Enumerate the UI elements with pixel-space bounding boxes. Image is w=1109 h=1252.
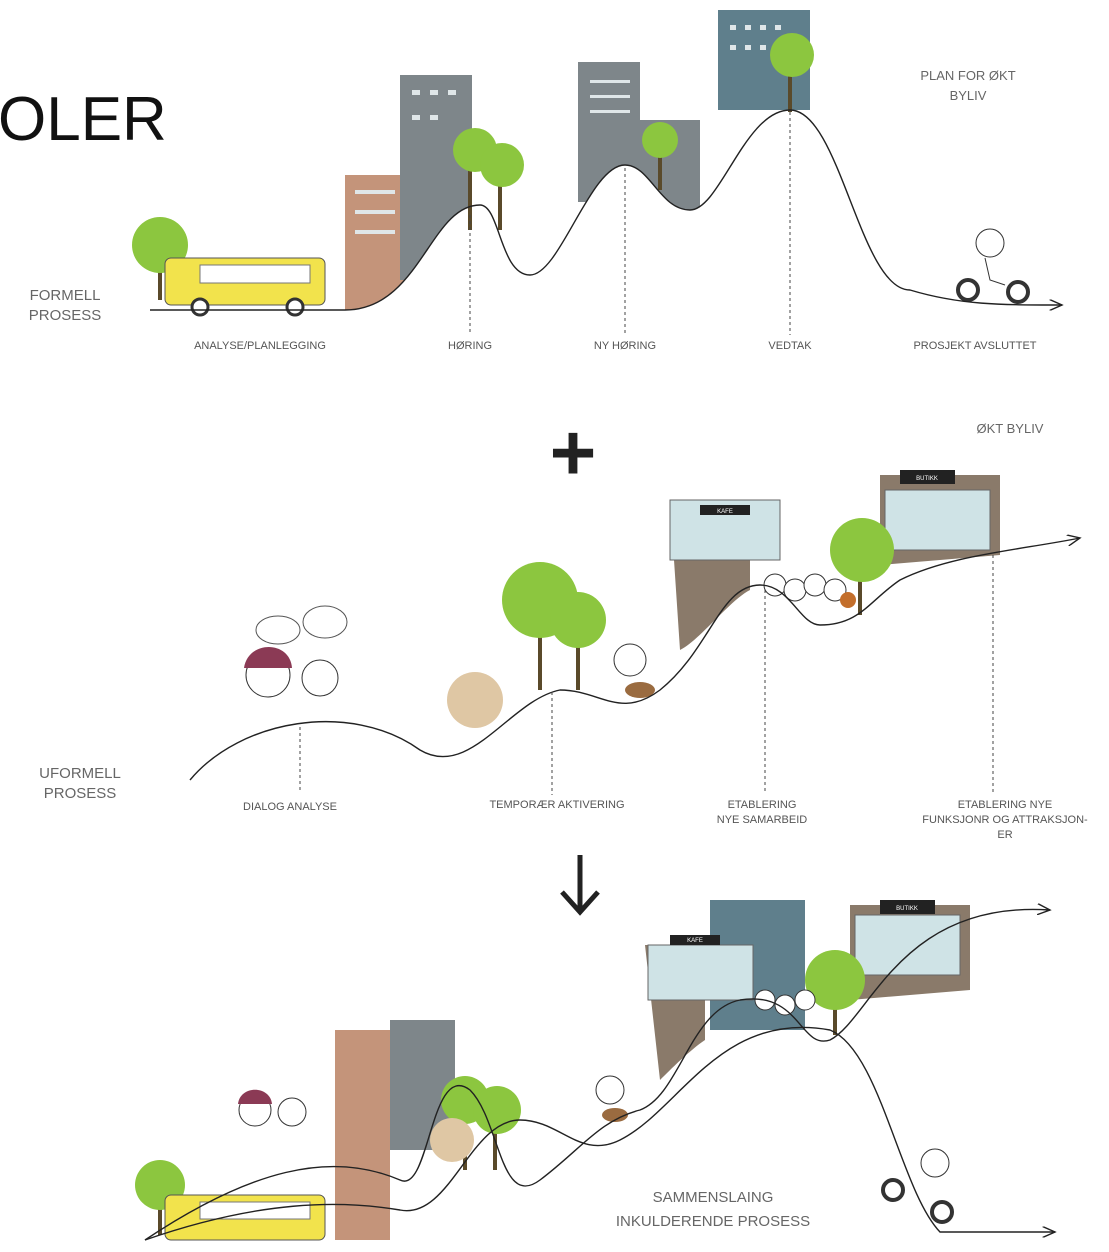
milestone-label: NY HØRING [594, 340, 656, 352]
process-label: SAMMENSLAING [653, 1189, 774, 1206]
sign-label: KAFE [687, 938, 703, 944]
process-label: FORMELL [30, 287, 101, 304]
milestone-label: ETABLERING [728, 799, 797, 811]
milestone-label: ETABLERING NYE [958, 799, 1053, 811]
page: OLER FORMELL PROSESS PLAN FOR ØKT [0, 0, 1109, 1247]
process-label: PROSESS [29, 307, 102, 324]
milestone-label: HØRING [448, 340, 492, 352]
milestone-label: ER [997, 829, 1012, 841]
goal-label: PLAN FOR ØKT [920, 68, 1015, 83]
milestone-label: TEMPORÆR AKTIVERING [489, 799, 624, 811]
milestone-label: FUNKSJONR OG ATTRAKSJON- [922, 814, 1088, 826]
milestone-label: ANALYSE/PLANLEGGING [194, 340, 326, 352]
process-label: UFORMELL [39, 765, 121, 782]
milestone-label: DIALOG ANALYSE [243, 801, 337, 813]
down-arrow [562, 855, 598, 912]
goal-label: BYLIV [950, 88, 987, 103]
informal-illustration: KAFE BUTIKK [244, 470, 1000, 728]
sign-label: KAFE [717, 509, 733, 515]
sign-label: BUTIKK [916, 476, 938, 482]
process-label: INKULDERENDE PROSESS [616, 1213, 810, 1230]
formal-illustration [132, 10, 1028, 360]
combined-illustration: KAFE BUTIKK [135, 900, 970, 1240]
heading: OLER [0, 85, 167, 154]
sign-label: BUTIKK [896, 906, 918, 912]
diagram: OLER FORMELL PROSESS PLAN FOR ØKT [0, 0, 1109, 1247]
milestone-label: PROSJEKT AVSLUTTET [913, 340, 1036, 352]
combined-curve [145, 1027, 1055, 1240]
process-label: PROSESS [44, 785, 117, 802]
goal-label: ØKT BYLIV [977, 421, 1044, 436]
plus-sign: + [550, 408, 597, 497]
milestone-label: VEDTAK [768, 340, 812, 352]
milestone-label: NYE SAMARBEID [717, 814, 808, 826]
